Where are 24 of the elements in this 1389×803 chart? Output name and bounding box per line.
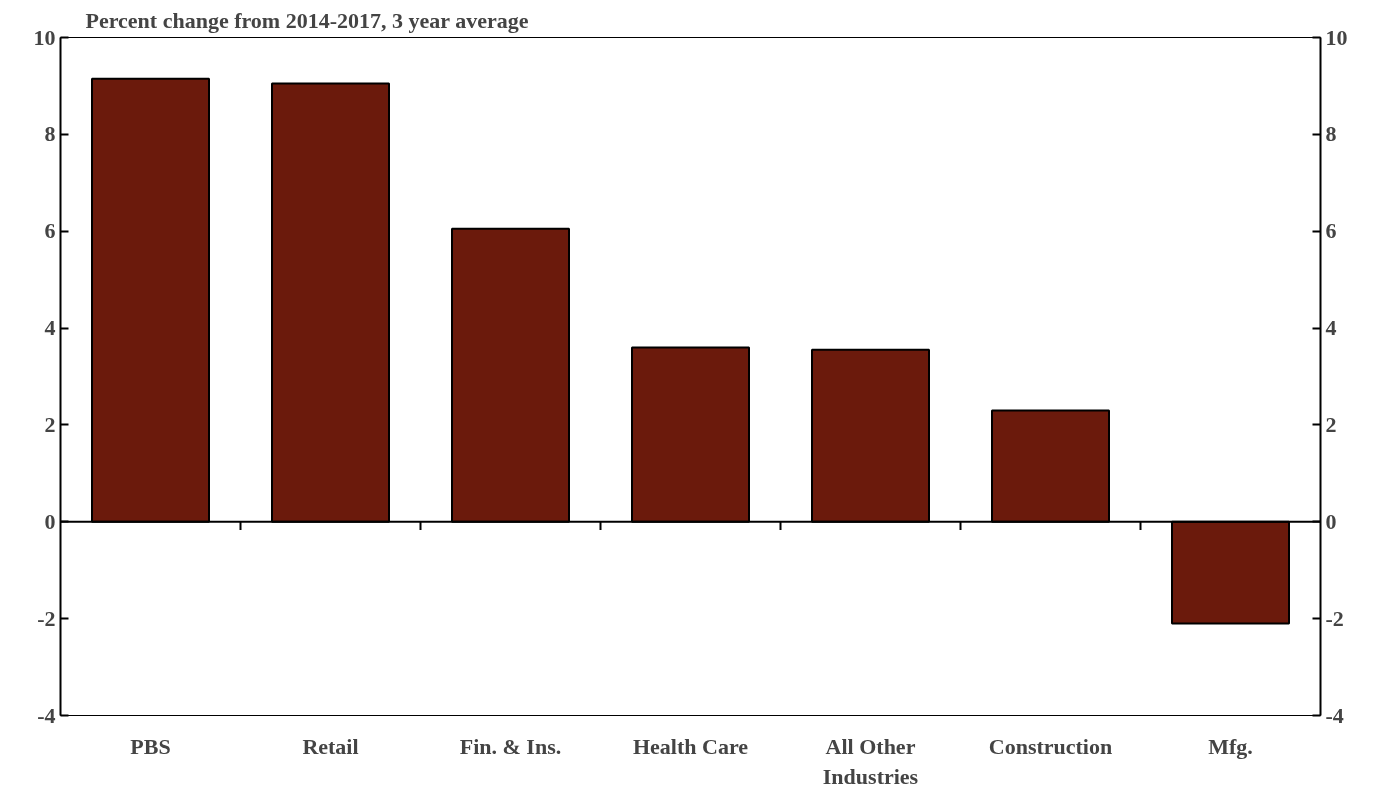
y-tick-label: -4	[37, 702, 56, 728]
x-tick-label: PBS	[130, 733, 171, 759]
y-tick-label: 6	[44, 218, 56, 244]
y-tick-label: 0	[44, 508, 56, 534]
x-tick-label: Fin. & Ins.	[459, 733, 562, 759]
x-tick-label: Health Care	[632, 733, 749, 759]
x-tick-label: All Other Industries	[822, 733, 919, 789]
y2-tick-label: 10	[1325, 24, 1348, 50]
x-tick-label: Construction	[988, 733, 1113, 759]
y2-tick-label: 2	[1325, 411, 1337, 437]
y2-tick-label: 8	[1325, 121, 1337, 147]
y-tick-label: 8	[44, 121, 56, 147]
chart-title: Percent change from 2014-2017, 3 year average	[85, 7, 529, 33]
y-tick-label: -2	[37, 605, 56, 631]
y2-tick-label: 6	[1325, 218, 1337, 244]
y2-tick-label: -2	[1325, 605, 1344, 631]
y2-tick-label: -4	[1325, 702, 1344, 728]
x-tick-label: Mfg.	[1208, 733, 1253, 759]
y-tick-label: 2	[44, 411, 56, 437]
y-tick-label: 10	[33, 24, 56, 50]
y2-tick-label: 0	[1325, 508, 1337, 534]
y2-tick-label: 4	[1325, 315, 1337, 341]
x-tick-label: Retail	[302, 733, 359, 759]
y-tick-label: 4	[44, 315, 56, 341]
